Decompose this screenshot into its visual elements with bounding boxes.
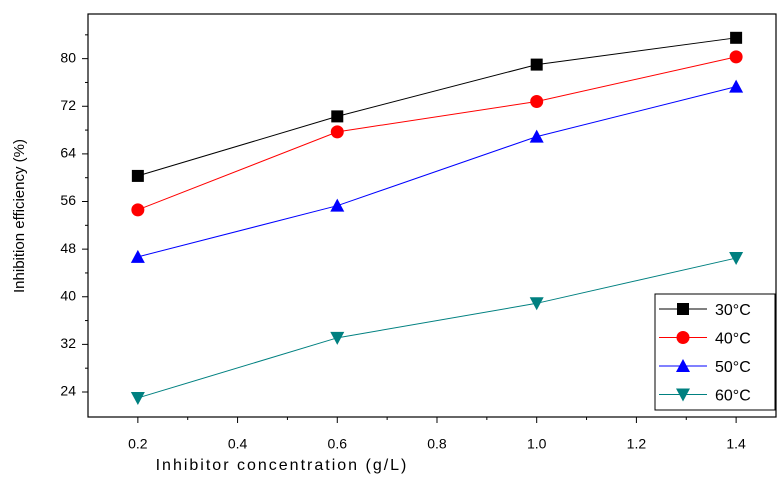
y-tick-label: 48 bbox=[60, 240, 76, 256]
plot-frame bbox=[87, 13, 777, 418]
marker bbox=[730, 31, 743, 44]
y-tick-label: 24 bbox=[60, 383, 76, 399]
legend-marker bbox=[676, 388, 690, 402]
series-line bbox=[137, 257, 737, 399]
marker bbox=[530, 58, 543, 71]
marker bbox=[130, 391, 145, 405]
x-tick-label: 0.4 bbox=[228, 436, 248, 452]
legend-label: 30°C bbox=[715, 302, 751, 319]
marker bbox=[130, 249, 145, 263]
legend-label: 60°C bbox=[715, 388, 751, 405]
y-tick-label: 32 bbox=[60, 335, 76, 351]
legend-marker bbox=[676, 331, 690, 344]
marker bbox=[330, 331, 345, 345]
x-tick-label: 1.0 bbox=[527, 436, 547, 452]
x-tick-label: 1.2 bbox=[627, 436, 647, 452]
legend-marker bbox=[677, 303, 689, 315]
marker bbox=[131, 203, 145, 217]
series-line bbox=[137, 56, 737, 211]
y-tick-label: 80 bbox=[60, 49, 76, 65]
y-axis-label: Inhibition efficiency (%) bbox=[11, 139, 28, 293]
marker bbox=[330, 125, 344, 139]
x-axis-label: Inhibitor concentration (g/L) bbox=[156, 457, 409, 474]
legend-box bbox=[654, 293, 776, 411]
y-tick-label: 56 bbox=[60, 192, 76, 208]
x-tick-label: 0.6 bbox=[328, 436, 348, 452]
series-line bbox=[137, 86, 737, 258]
marker bbox=[729, 79, 744, 93]
marker bbox=[331, 110, 344, 123]
marker bbox=[529, 129, 544, 143]
legend-label: 40°C bbox=[715, 331, 751, 348]
y-tick-label: 64 bbox=[60, 145, 76, 161]
marker bbox=[729, 50, 743, 64]
y-tick-label: 40 bbox=[60, 287, 76, 303]
legend-marker bbox=[676, 359, 690, 372]
marker bbox=[729, 252, 744, 266]
x-tick-label: 0.2 bbox=[128, 436, 148, 452]
marker bbox=[330, 198, 345, 212]
x-tick-label: 0.8 bbox=[427, 436, 447, 452]
marker bbox=[530, 95, 544, 109]
marker bbox=[529, 297, 544, 311]
y-tick-label: 72 bbox=[60, 97, 76, 113]
marker bbox=[131, 169, 144, 182]
x-tick-label: 1.4 bbox=[726, 436, 746, 452]
series-line bbox=[137, 37, 737, 177]
legend-label: 50°C bbox=[715, 359, 751, 376]
